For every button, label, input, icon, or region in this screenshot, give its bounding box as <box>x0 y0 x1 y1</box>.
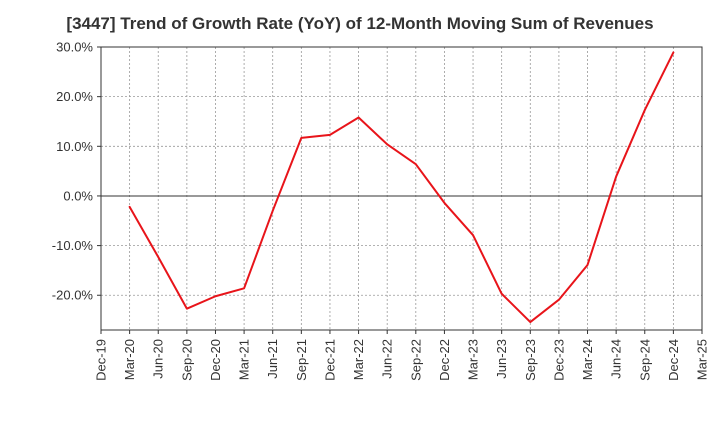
x-tick-label: Mar-22 <box>351 339 366 380</box>
x-tick-label: Dec-22 <box>437 339 452 381</box>
x-tick-label: Dec-19 <box>94 339 109 381</box>
x-tick-label: Jun-22 <box>380 339 395 379</box>
x-tick-label: Mar-21 <box>237 339 252 380</box>
chart-title: [3447] Trend of Growth Rate (YoY) of 12-… <box>66 14 654 33</box>
tick-labels: 30.0% 20.0% 10.0% 0.0% -10.0% -20.0% Dec-19 Mar… <box>52 40 710 381</box>
x-tick-label: Sep-21 <box>294 339 309 381</box>
x-tick-label: Sep-22 <box>408 339 423 381</box>
x-tick-label: Dec-23 <box>551 339 566 381</box>
x-tick-label: Jun-20 <box>151 339 166 379</box>
x-tick-label: Sep-20 <box>179 339 194 381</box>
x-tick-label: Sep-23 <box>523 339 538 381</box>
x-tick-label: Sep-24 <box>637 339 652 381</box>
y-tick-label: 0.0% <box>63 188 93 203</box>
x-tick-label: Mar-23 <box>466 339 481 380</box>
x-tick-label: Dec-20 <box>208 339 223 381</box>
axes <box>97 46 703 334</box>
x-tick-label: Jun-21 <box>265 339 280 379</box>
series-line <box>128 51 675 324</box>
y-tick-label: -10.0% <box>52 238 94 253</box>
x-tick-label: Mar-20 <box>122 339 137 380</box>
x-tick-label: Mar-25 <box>695 339 710 380</box>
plot-frame <box>100 46 703 331</box>
x-tick-label: Mar-24 <box>580 339 595 380</box>
x-tick-label: Dec-21 <box>322 339 337 381</box>
y-tick-label: 30.0% <box>56 40 93 55</box>
y-tick-label: -20.0% <box>52 288 94 303</box>
series-layer <box>128 51 675 324</box>
x-tick-label: Jun-24 <box>609 339 624 379</box>
y-tick-label: 10.0% <box>56 139 93 154</box>
x-tick-label: Jun-23 <box>494 339 509 379</box>
x-tick-label: Dec-24 <box>666 339 681 381</box>
y-tick-label: 20.0% <box>56 89 93 104</box>
grid-lines <box>101 46 702 330</box>
